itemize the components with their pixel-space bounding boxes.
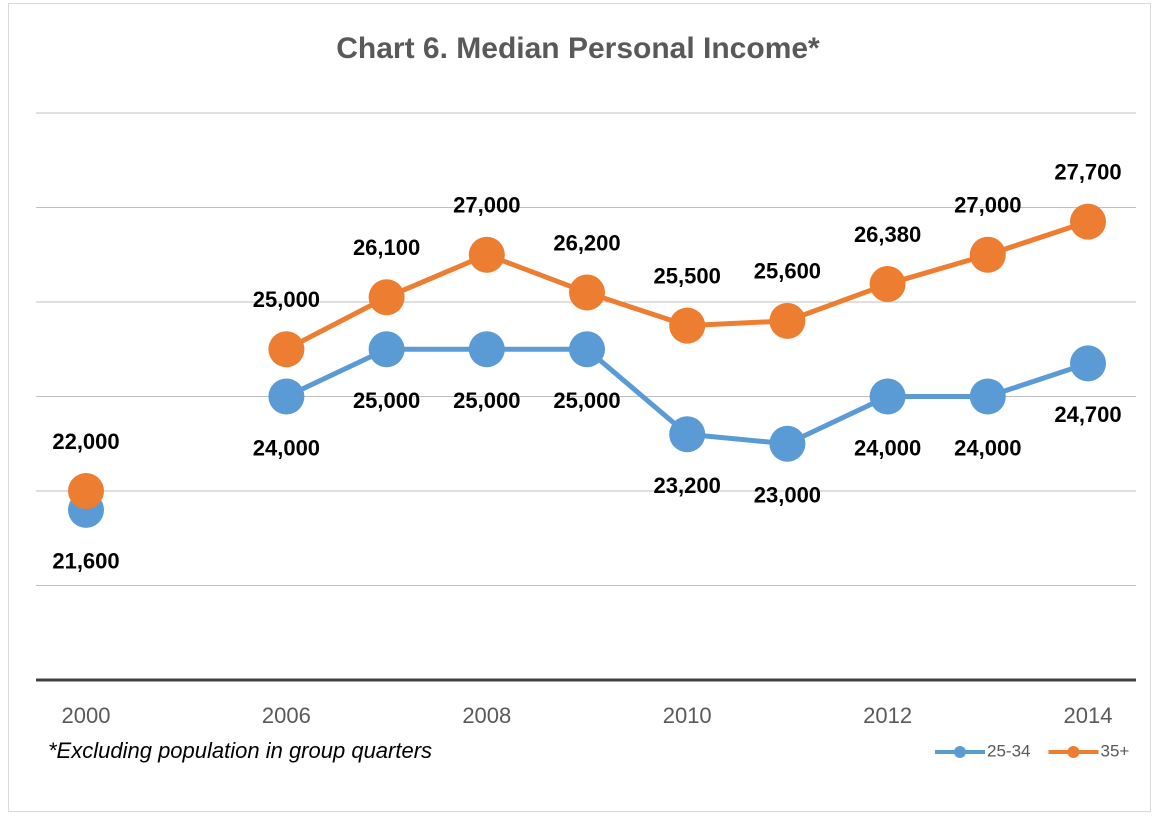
data-point xyxy=(468,236,505,273)
data-point xyxy=(1070,345,1106,382)
data-point xyxy=(769,302,806,339)
data-point xyxy=(969,378,1006,415)
data-label: 26,200 xyxy=(553,230,620,255)
data-label: 25,000 xyxy=(453,388,520,413)
legend-marker xyxy=(1067,746,1080,758)
x-tick-label: 2012 xyxy=(863,703,912,728)
data-point xyxy=(769,425,806,462)
data-label: 26,380 xyxy=(854,222,921,247)
data-label: 24,700 xyxy=(1054,402,1121,427)
data-point xyxy=(268,331,305,368)
data-point xyxy=(669,307,706,344)
data-label: 27,700 xyxy=(1054,159,1121,184)
legend-label: 25-34 xyxy=(987,741,1030,760)
data-label: 25,000 xyxy=(353,388,420,413)
data-point xyxy=(68,473,104,509)
x-tick-label: 2008 xyxy=(462,703,511,728)
data-label: 25,500 xyxy=(654,263,721,288)
footnote: *Excluding population in group quarters xyxy=(48,738,432,763)
x-tick-label: 2014 xyxy=(1064,703,1113,728)
x-tick-label: 2010 xyxy=(663,703,712,728)
data-point xyxy=(869,266,906,303)
data-label: 25,600 xyxy=(754,259,821,284)
data-label: 27,000 xyxy=(954,193,1021,218)
legend-marker xyxy=(954,746,966,758)
data-label: 23,000 xyxy=(754,483,821,508)
data-label: 22,000 xyxy=(52,429,119,454)
data-label: 27,000 xyxy=(453,193,520,218)
data-point xyxy=(569,274,605,311)
data-point xyxy=(1070,203,1106,240)
data-label: 25,000 xyxy=(253,287,320,312)
data-label: 23,200 xyxy=(654,473,721,498)
data-label: 21,600 xyxy=(52,549,119,574)
data-point xyxy=(368,279,405,316)
data-point xyxy=(669,416,706,453)
data-label: 24,000 xyxy=(954,435,1021,460)
data-label: 24,000 xyxy=(253,435,320,460)
data-point xyxy=(569,331,605,368)
data-point xyxy=(368,331,405,368)
data-point xyxy=(869,378,906,415)
chart-title: Chart 6. Median Personal Income* xyxy=(336,32,820,65)
data-point xyxy=(969,236,1006,273)
data-label: 26,100 xyxy=(353,235,420,260)
x-tick-label: 2006 xyxy=(262,703,311,728)
data-point xyxy=(468,331,505,368)
data-label: 25,000 xyxy=(553,388,620,413)
legend-label: 35+ xyxy=(1100,741,1129,760)
x-tick-label: 2000 xyxy=(62,703,111,728)
chart-border xyxy=(8,3,1151,812)
data-point xyxy=(268,378,305,415)
data-label: 24,000 xyxy=(854,435,921,460)
